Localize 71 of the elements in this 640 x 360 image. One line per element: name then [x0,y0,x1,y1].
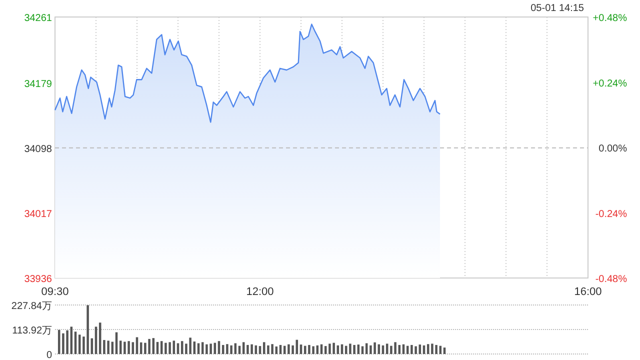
bar [332,342,335,354]
bar [132,342,134,354]
bar [292,345,294,354]
bar [206,344,208,354]
bar [312,346,314,354]
bar [288,344,290,354]
bar [230,345,232,354]
y-tick-label: 113.92万 [12,326,52,336]
y-tick-label: 0 [46,350,52,360]
y2-tick-label: +0.24% [592,78,628,90]
bar [119,340,122,354]
x-tick-label: 16:00 [574,286,602,298]
bar [443,348,446,354]
bar [328,344,331,354]
bar [414,346,417,354]
bar [242,342,245,354]
bar [111,342,114,354]
bar [124,342,126,354]
bar [353,344,356,354]
bar [144,342,146,354]
y2-tick-label: -0.48% [595,274,628,285]
bar [246,344,249,354]
x-tick-label: 12:00 [246,286,274,298]
x-tick-label: 09:30 [41,286,69,298]
bar [394,342,396,354]
bar [176,343,180,354]
bar [308,344,310,354]
bar [136,337,138,354]
bar [410,344,413,354]
bar [365,343,368,354]
bar [271,344,274,354]
bar [349,344,352,354]
bar [250,344,253,354]
bar [370,345,372,354]
y2-tick-label: 0.00% [598,144,628,154]
bar [262,342,266,354]
y-tick-label: 34179 [24,78,52,90]
bar [226,344,228,354]
bar [128,341,130,354]
y-tick-label: 227.84万 [11,301,52,312]
y-tick-label: 34261 [24,13,52,24]
bar [107,340,110,354]
y-tick-label: 33936 [24,274,52,285]
bar [426,344,430,354]
y-tick-label: 34098 [24,144,52,155]
bar [234,343,237,354]
bar [386,344,388,354]
text: 05-01 14:15 [530,3,584,14]
y2-tick-label: +0.48% [592,13,628,24]
bar [168,342,171,354]
bar [435,344,438,354]
bar [197,343,200,354]
bar [218,341,220,354]
bar [86,305,89,354]
bar [172,340,176,354]
bar [148,338,150,354]
bar [189,338,192,354]
bar [164,342,167,354]
bar [62,333,64,354]
bar [390,346,392,354]
y-tick-label: 34017 [24,208,52,220]
bar [103,340,106,354]
bar [210,344,212,354]
bar [160,341,163,354]
bar [201,342,204,354]
bar [431,344,434,354]
y2-tick-label: -0.24% [595,208,628,220]
bar [267,345,270,354]
bar [66,330,68,354]
bar [180,341,184,354]
bar [374,342,376,354]
